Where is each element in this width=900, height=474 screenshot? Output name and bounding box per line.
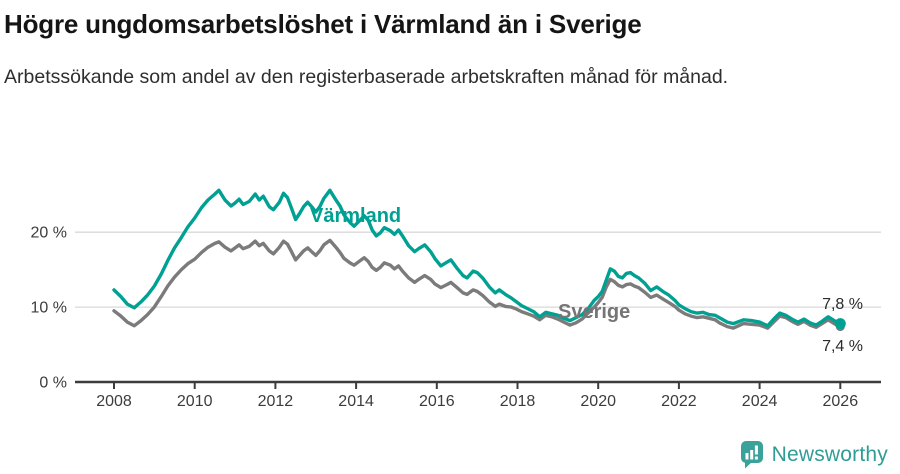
end-dot-värmland (834, 318, 846, 330)
x-axis-tick-label: 2014 (338, 393, 374, 410)
x-axis-tick-label: 2012 (258, 393, 294, 410)
series-label-sverige: Sverige (558, 301, 630, 323)
page-title: Högre ungdomsarbetslöshet i Värmland än … (4, 9, 642, 39)
y-axis-tick-label: 0 % (39, 375, 67, 392)
x-axis-tick-label: 2010 (177, 393, 213, 410)
newsworthy-branding: Newsworthy (740, 440, 888, 469)
brand-name: Newsworthy (771, 442, 888, 466)
line-värmland (112, 188, 842, 328)
end-value-varmland: 7,8 % (822, 296, 863, 313)
y-axis-tick-label: 10 % (31, 300, 67, 317)
chart-subtitle: Arbetssökande som andel av den registerb… (4, 65, 729, 88)
line-sverige (112, 238, 842, 330)
x-axis-tick-label: 2016 (419, 393, 455, 410)
chart-plot-area: 0 % 10 % 20 % 2008 2010 2012 2014 2016 2018 2020 2… (31, 188, 881, 410)
x-axis-tick-label: 2008 (96, 393, 132, 410)
chart-header: Högre ungdomsarbetslöshet i Värmland än … (0, 0, 900, 92)
series-label-varmland: Värmland (310, 205, 401, 227)
x-axis-tick-label: 2020 (580, 393, 616, 410)
y-axis-tick-label: 20 % (31, 225, 67, 242)
bar-chart-speech-bubble-icon (740, 441, 763, 469)
x-axis-tick-label: 2026 (823, 393, 859, 410)
end-value-sverige: 7,4 % (822, 338, 863, 355)
x-axis-tick-label: 2018 (500, 393, 536, 410)
x-axis-tick-label: 2022 (661, 393, 697, 410)
x-axis-tick-label: 2024 (742, 393, 778, 410)
